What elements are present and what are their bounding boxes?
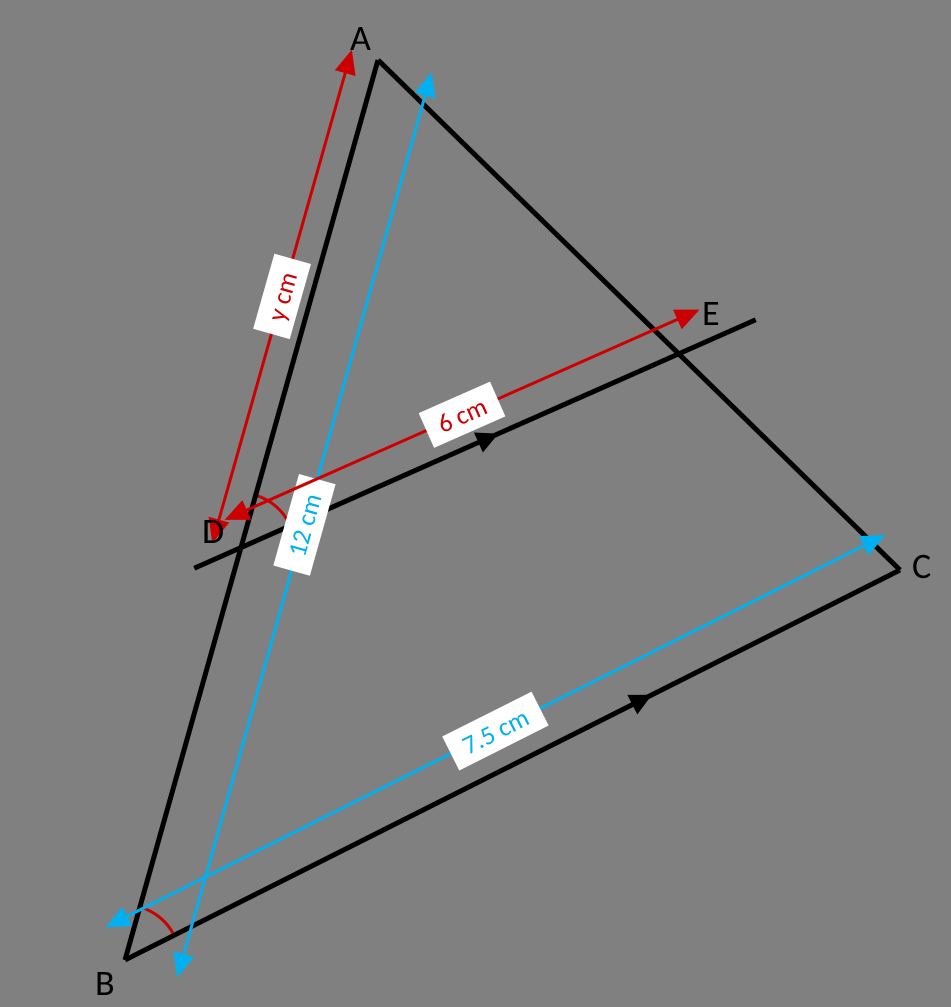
angle-arc bbox=[140, 907, 174, 935]
side-BC bbox=[125, 570, 900, 960]
side-AC bbox=[378, 60, 900, 570]
geometry-diagram: 12 cmy cm6 cm7.5 cmABCDE bbox=[0, 0, 951, 1007]
vertex-label-A: A bbox=[350, 16, 371, 60]
line-DE bbox=[194, 320, 755, 568]
vertex-label-B: B bbox=[95, 961, 115, 1005]
side-AB bbox=[125, 60, 378, 960]
vertex-label-D: D bbox=[202, 509, 224, 553]
measure-label-AD: y cm bbox=[260, 268, 304, 324]
vertex-label-E: E bbox=[702, 291, 720, 335]
vertex-label-C: C bbox=[912, 544, 931, 588]
